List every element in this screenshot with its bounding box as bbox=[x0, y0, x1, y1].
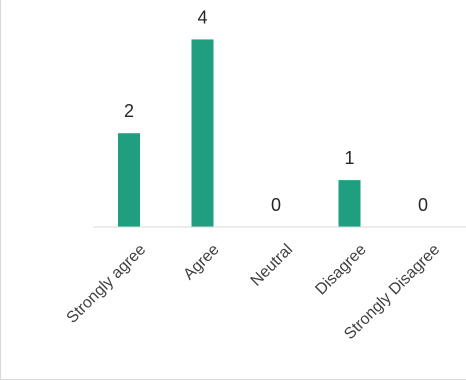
x-tick-label-neutral: Neutral bbox=[248, 241, 296, 289]
data-label-strongly-agree: 2 bbox=[124, 101, 134, 121]
bars-layer bbox=[118, 39, 361, 227]
x-tick-label-strongly-agree: Strongly agree bbox=[64, 241, 150, 327]
bar-agree bbox=[191, 39, 214, 227]
x-tick-label-disagree: Disagree bbox=[312, 241, 369, 298]
bar-disagree bbox=[338, 180, 361, 227]
bar-strongly-agree bbox=[118, 133, 140, 227]
data-label-strongly-disagree: 0 bbox=[418, 195, 428, 215]
x-tick-label-agree: Agree bbox=[180, 241, 222, 283]
data-label-agree: 4 bbox=[197, 7, 207, 27]
x-tick-labels-layer: Strongly agree Agree Neutral DisagreeStrong… bbox=[64, 241, 444, 343]
data-labels-layer: 2 4 0 1 0 bbox=[124, 7, 428, 215]
data-label-neutral: 0 bbox=[271, 195, 281, 215]
data-label-disagree: 1 bbox=[344, 148, 354, 168]
